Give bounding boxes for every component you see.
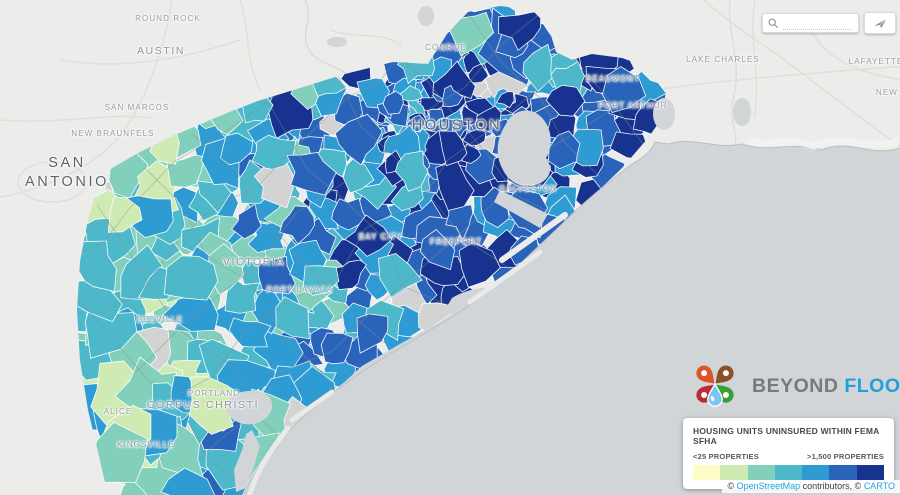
- logo-water-drop: [707, 382, 723, 407]
- attribution-middle: contributors, ©: [800, 481, 864, 491]
- legend-max-label: >1,500 PROPERTIES: [807, 452, 884, 461]
- logo-wordmark: BEYOND FLOODS: [752, 375, 900, 398]
- legend-swatch: [856, 465, 884, 480]
- legend-title: HOUSING UNITS UNINSURED WITHIN FEMA SFHA: [693, 426, 880, 446]
- logo-petal-brown: [715, 365, 734, 384]
- legend-swatch: [747, 465, 775, 480]
- attribution-bar: © OpenStreetMap contributors, © CARTO: [722, 480, 900, 493]
- search-icon: [768, 18, 779, 28]
- search-input[interactable]: [783, 16, 852, 30]
- logo-petal-orange: [696, 365, 715, 384]
- beyond-floods-logo-icon: [696, 365, 734, 407]
- legend-swatch: [829, 465, 857, 480]
- attribution-prefix: ©: [727, 481, 737, 491]
- legend-min-label: <25 PROPERTIES: [693, 452, 759, 461]
- osm-link[interactable]: OpenStreetMap: [736, 481, 801, 491]
- send-icon: [873, 17, 887, 29]
- legend-swatch: [802, 465, 830, 480]
- logo-text-beyond: BEYOND: [752, 374, 839, 397]
- legend-swatch: [720, 465, 748, 480]
- carto-link[interactable]: CARTO: [863, 481, 895, 491]
- beyond-floods-logo: BEYOND FLOODS: [687, 359, 900, 413]
- legend-swatch: [774, 465, 803, 480]
- search-box[interactable]: [762, 13, 859, 33]
- logo-text-floods: FLOODS: [844, 374, 900, 397]
- legend-panel: HOUSING UNITS UNINSURED WITHIN FEMA SFHA…: [683, 418, 894, 489]
- legend-swatch: [693, 465, 721, 480]
- legend-swatches: [693, 465, 884, 480]
- search-submit-button[interactable]: [864, 12, 896, 34]
